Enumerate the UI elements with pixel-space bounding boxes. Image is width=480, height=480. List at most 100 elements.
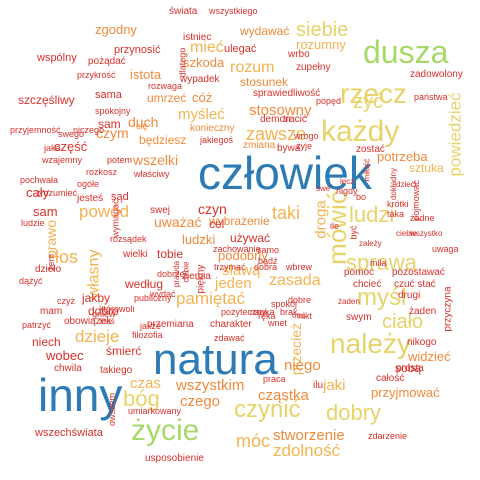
word: czym [96, 125, 129, 141]
word: owszem [107, 392, 118, 427]
word: los [55, 247, 79, 267]
word: czas [130, 375, 161, 392]
word: dobre [288, 295, 312, 305]
word: chwila [54, 363, 82, 374]
word: każdy [321, 115, 400, 148]
word: mila [370, 258, 387, 268]
word: bywa [277, 143, 301, 154]
word: potrzeba [377, 149, 428, 164]
word: samo [257, 245, 280, 255]
word: pomoc [344, 267, 375, 278]
word: dlatego [177, 47, 188, 78]
word: śmierć [106, 344, 142, 358]
word: przyczyna [442, 286, 454, 332]
word: świata [169, 6, 198, 17]
word: żaden [409, 306, 437, 317]
word: istota [130, 67, 162, 82]
word: inny [38, 369, 123, 421]
word: istniec [183, 32, 212, 43]
word: konieczny [190, 123, 235, 134]
word: drugi [398, 290, 421, 301]
word: powiedzieć [445, 92, 465, 177]
word: dobry [326, 400, 382, 425]
word: wbrew [286, 262, 313, 272]
word: dzieje [75, 327, 120, 346]
word: gniew [92, 309, 116, 319]
word: niech [32, 335, 61, 349]
word: mieć [190, 39, 224, 56]
word: właściwy [134, 169, 170, 179]
word: sąd [111, 191, 129, 203]
word: dobro [88, 304, 119, 318]
word: wszystkim [176, 377, 245, 394]
word: czyn [198, 201, 227, 217]
word: bóg [123, 386, 160, 411]
word: stosunek [240, 75, 289, 89]
word: demon [260, 114, 291, 125]
word: tobie [157, 247, 184, 261]
word: ogółe [77, 179, 100, 189]
word: zadowolony [410, 69, 463, 80]
word: wrbo [288, 49, 310, 60]
word: sprawiedliwość [253, 88, 321, 99]
word: praca [263, 374, 286, 384]
word: zupełny [296, 62, 331, 73]
word: ziemia [182, 271, 211, 282]
word: dobra [254, 262, 278, 272]
word: cię [136, 121, 148, 131]
word: widzieć [408, 349, 451, 364]
word: przykrość [77, 70, 116, 80]
word: żaden [338, 297, 360, 306]
word: dobrze [157, 269, 185, 279]
word: sam [98, 117, 121, 131]
word: człowiek [198, 147, 372, 199]
word: rzecz [340, 78, 407, 109]
word: jaki [323, 377, 346, 394]
word: popęd [316, 96, 342, 106]
word: sobą [395, 361, 422, 375]
word: duch [128, 114, 159, 130]
word: uważać [154, 214, 202, 230]
word: cel [209, 217, 225, 231]
word: ulegać [224, 43, 257, 55]
word: ludzki [182, 232, 216, 247]
word: dusza [363, 34, 449, 70]
word: taka [387, 209, 405, 219]
word: zgodny [95, 22, 137, 37]
word: zależy [359, 239, 382, 248]
word: wobec [46, 348, 84, 363]
word: wielki [123, 249, 148, 260]
word: spokojny [95, 106, 131, 116]
word: rozsądek [110, 234, 147, 244]
word: chcieć [353, 279, 382, 290]
word: według [125, 277, 164, 291]
word: szkoda [183, 55, 225, 70]
word: wymagać [110, 199, 121, 238]
word: zachowanie [213, 244, 261, 254]
word: żadne [410, 213, 435, 223]
word: zmiana [243, 140, 276, 151]
word: trzymać [214, 262, 246, 272]
word: wzajemny [42, 155, 83, 165]
word: jeden [215, 275, 252, 292]
word: ręka [258, 311, 276, 321]
word: którowoli [99, 304, 135, 314]
word: dążyć [19, 276, 43, 286]
word: całość [376, 373, 405, 384]
word: ona [292, 311, 306, 320]
word: żyć [353, 91, 383, 113]
word: wszystko [410, 229, 443, 238]
word: droga [312, 200, 330, 239]
word: filozofia [132, 330, 163, 340]
word: bądź [258, 256, 278, 266]
word: nikt [298, 311, 313, 321]
word: charakter [210, 319, 252, 330]
word: należy [330, 328, 411, 359]
word: nigdy [336, 186, 358, 196]
word: czego [180, 393, 221, 410]
word: ciało [382, 311, 424, 333]
word: przynosić [114, 44, 161, 56]
word: przemiana [147, 319, 194, 330]
word: cóż [192, 90, 213, 105]
word: nauka [250, 307, 275, 317]
